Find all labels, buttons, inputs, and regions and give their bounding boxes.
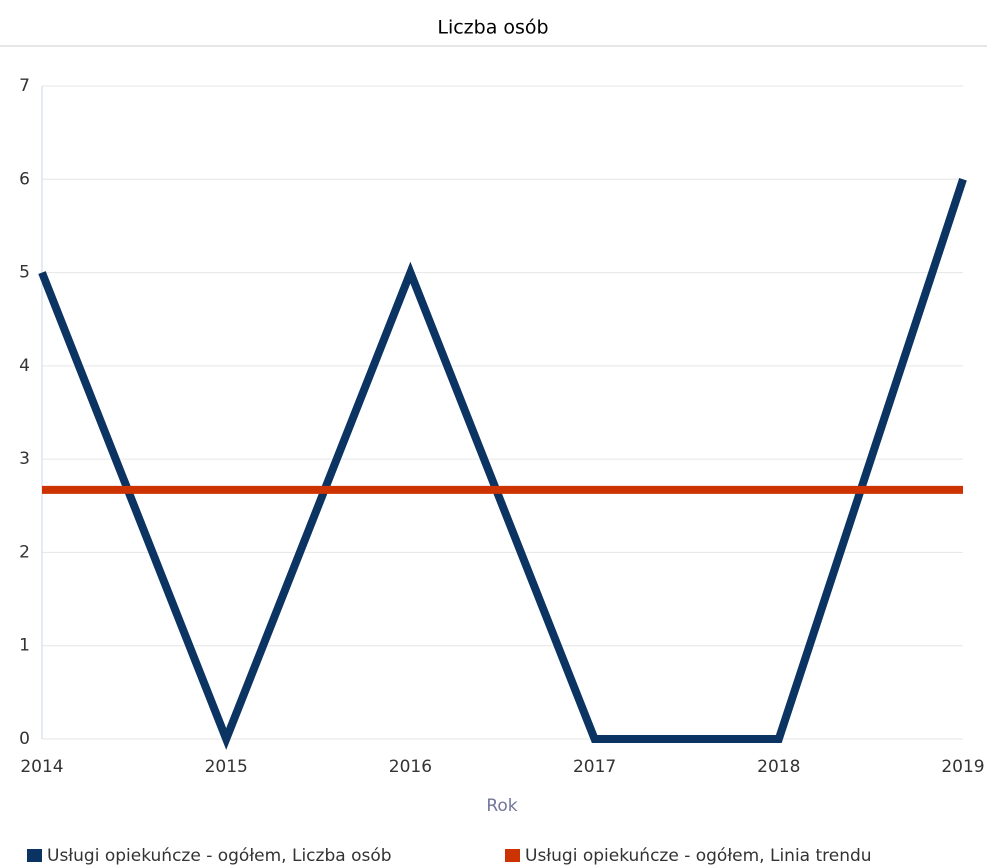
x-tick-label: 2016 [389, 757, 432, 777]
series-line [38, 178, 967, 750]
x-tick-label: 2015 [205, 757, 248, 777]
legend-label: Usługi opiekuńcze - ogółem, Linia trendu [525, 846, 872, 866]
x-tick-label: 2017 [573, 757, 616, 777]
legend-swatch [505, 849, 520, 862]
x-axis-label: Rok [486, 796, 517, 816]
legend-swatch [27, 849, 42, 862]
x-tick-label: 2019 [941, 757, 984, 777]
y-tick-label: 2 [19, 542, 30, 562]
y-tick-label: 1 [19, 636, 30, 656]
chart-title: Liczba osób [437, 17, 548, 39]
y-tick-label: 6 [19, 169, 30, 189]
y-tick-label: 7 [19, 76, 30, 96]
y-tick-label: 0 [19, 729, 30, 749]
y-tick-label: 5 [19, 263, 30, 283]
y-tick-label: 3 [19, 449, 30, 469]
x-tick-label: 2014 [20, 757, 63, 777]
y-tick-label: 4 [19, 356, 30, 376]
legend-label: Usługi opiekuńcze - ogółem, Liczba osób [47, 846, 392, 866]
x-tick-label: 2018 [757, 757, 800, 777]
